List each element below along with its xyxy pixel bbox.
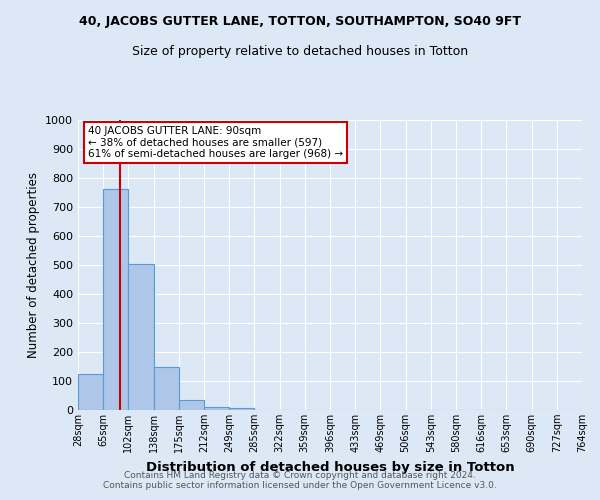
- Text: 40, JACOBS GUTTER LANE, TOTTON, SOUTHAMPTON, SO40 9FT: 40, JACOBS GUTTER LANE, TOTTON, SOUTHAMP…: [79, 15, 521, 28]
- Bar: [229, 408, 254, 410]
- Text: 40 JACOBS GUTTER LANE: 90sqm
← 38% of detached houses are smaller (597)
61% of s: 40 JACOBS GUTTER LANE: 90sqm ← 38% of de…: [88, 126, 343, 159]
- Bar: [103, 189, 128, 410]
- Bar: [204, 407, 229, 410]
- Bar: [128, 264, 154, 410]
- Bar: [154, 367, 179, 410]
- Bar: [78, 374, 103, 410]
- X-axis label: Distribution of detached houses by size in Totton: Distribution of detached houses by size …: [146, 460, 514, 473]
- Text: Size of property relative to detached houses in Totton: Size of property relative to detached ho…: [132, 45, 468, 58]
- Text: Contains HM Land Registry data © Crown copyright and database right 2024.
Contai: Contains HM Land Registry data © Crown c…: [103, 470, 497, 490]
- Y-axis label: Number of detached properties: Number of detached properties: [26, 172, 40, 358]
- Bar: [179, 400, 204, 410]
